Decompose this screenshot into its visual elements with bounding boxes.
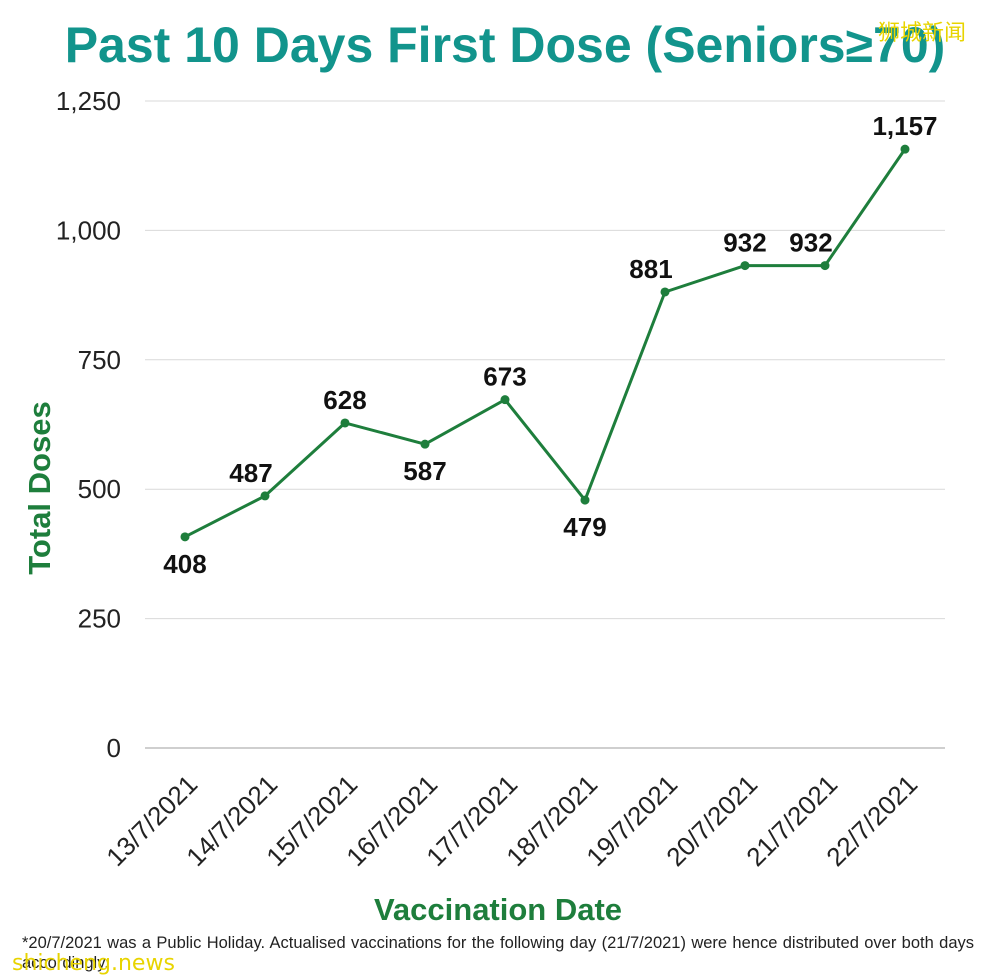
data-labels: 408 487 628 587 673 479 881 932 932 1,157 bbox=[163, 111, 937, 579]
data-label: 932 bbox=[789, 228, 832, 258]
y-axis-title: Total Doses bbox=[22, 401, 57, 574]
data-point bbox=[260, 491, 270, 501]
data-point bbox=[740, 261, 750, 271]
chart: Past 10 Days First Dose (Seniors≥70) 狮城新… bbox=[22, 17, 966, 927]
data-label: 881 bbox=[629, 254, 672, 284]
data-label: 932 bbox=[723, 228, 766, 258]
y-tick-label: 1,000 bbox=[56, 215, 121, 245]
data-label: 587 bbox=[403, 456, 446, 486]
watermark-en-text: shicheng.news bbox=[12, 951, 175, 976]
gridlines bbox=[145, 100, 945, 749]
data-point bbox=[340, 418, 350, 428]
x-axis-ticks: 13/7/202114/7/202115/7/202116/7/202117/7… bbox=[100, 769, 923, 872]
data-label: 673 bbox=[483, 362, 526, 392]
watermark-en: shicheng.news bbox=[12, 951, 175, 976]
watermark-text: 狮城新闻 bbox=[878, 21, 966, 46]
data-label: 408 bbox=[163, 549, 206, 579]
series-line bbox=[184, 148, 907, 539]
data-point bbox=[420, 439, 430, 449]
data-point bbox=[180, 532, 190, 542]
footnote: *20/7/2021 was a Public Holiday. Actuali… bbox=[22, 934, 974, 972]
data-label: 628 bbox=[323, 385, 366, 415]
y-tick-label: 1,250 bbox=[56, 86, 121, 116]
y-tick-label: 0 bbox=[107, 733, 121, 763]
data-point bbox=[580, 495, 590, 505]
y-tick-label: 250 bbox=[78, 604, 121, 634]
chart-title: Past 10 Days First Dose (Seniors≥70) bbox=[65, 17, 946, 73]
x-axis-title: Vaccination Date bbox=[374, 892, 622, 927]
data-point bbox=[820, 261, 830, 271]
y-axis-ticks: 0 250 500 750 1,000 1,250 bbox=[56, 86, 121, 763]
data-point bbox=[500, 395, 510, 405]
data-point bbox=[660, 287, 670, 297]
data-label: 1,157 bbox=[872, 111, 937, 141]
series-line-group bbox=[180, 144, 910, 542]
data-label: 479 bbox=[563, 512, 606, 542]
data-label: 487 bbox=[229, 458, 272, 488]
y-tick-label: 750 bbox=[78, 345, 121, 375]
data-point bbox=[900, 144, 910, 154]
y-tick-label: 500 bbox=[78, 474, 121, 504]
